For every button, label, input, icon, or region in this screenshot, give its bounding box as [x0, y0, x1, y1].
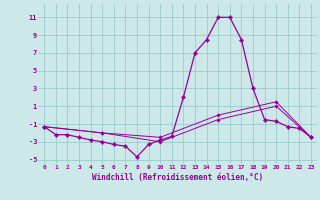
X-axis label: Windchill (Refroidissement éolien,°C): Windchill (Refroidissement éolien,°C) — [92, 173, 263, 182]
